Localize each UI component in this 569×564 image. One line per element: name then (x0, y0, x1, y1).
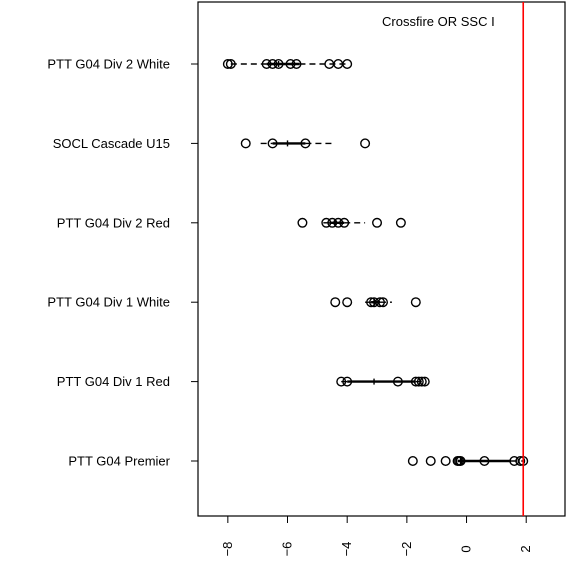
y-axis: PTT G04 Div 2 White SOCL Cascade U15 PTT G… (47, 57, 198, 469)
x-tick-label: −4 (339, 542, 354, 557)
box-group (222, 59, 353, 70)
data-layer (222, 59, 529, 467)
data-point (419, 376, 430, 387)
data-point (285, 59, 296, 70)
data-point (342, 59, 353, 70)
data-point (225, 59, 236, 70)
y-tick-label: PTT G04 Div 1 Red (57, 374, 170, 389)
data-point (273, 59, 284, 70)
x-tick-label: −2 (399, 542, 414, 557)
box-group (240, 138, 371, 149)
data-point (395, 217, 406, 228)
box-group (297, 217, 406, 228)
data-point (479, 456, 490, 467)
data-point (410, 297, 421, 308)
data-point (267, 59, 278, 70)
data-point (240, 138, 251, 149)
data-point (425, 456, 436, 467)
y-tick-label: PTT G04 Div 2 Red (57, 215, 170, 230)
x-tick-label: −8 (220, 542, 235, 557)
data-point (342, 297, 353, 308)
y-tick-label: PTT G04 Div 2 White (47, 57, 170, 72)
data-point (372, 217, 383, 228)
data-point (333, 217, 344, 228)
plot-frame (197, 1, 566, 517)
data-point (297, 217, 308, 228)
reference-line-label: Crossfire OR SSC I (382, 14, 495, 29)
data-point (407, 456, 418, 467)
data-point (375, 297, 386, 308)
data-point (222, 59, 233, 70)
y-tick-label: PTT G04 Div 1 White (47, 295, 170, 310)
x-tick-label: 2 (518, 545, 533, 552)
data-point (440, 456, 451, 467)
box-group (330, 297, 421, 308)
y-tick-label: SOCL Cascade U15 (53, 136, 170, 151)
data-point (360, 138, 371, 149)
data-point (413, 376, 424, 387)
data-point (321, 217, 332, 228)
data-point (291, 59, 302, 70)
x-tick-label: −6 (280, 542, 295, 557)
data-point (339, 217, 350, 228)
y-tick-label: PTT G04 Premier (68, 454, 170, 469)
data-point (342, 376, 353, 387)
box-group (336, 376, 430, 387)
data-point (392, 376, 403, 387)
data-point (330, 297, 341, 308)
data-point (377, 297, 388, 308)
data-point (267, 138, 278, 149)
x-tick-label: 0 (459, 545, 474, 552)
data-point (300, 138, 311, 149)
data-point (336, 376, 347, 387)
data-point (455, 456, 466, 467)
x-axis: −8 −6 −4 −2 0 2 (220, 516, 533, 556)
data-point (515, 456, 526, 467)
data-point (261, 59, 272, 70)
data-point (416, 376, 427, 387)
box-group (407, 456, 529, 467)
data-point (327, 217, 338, 228)
